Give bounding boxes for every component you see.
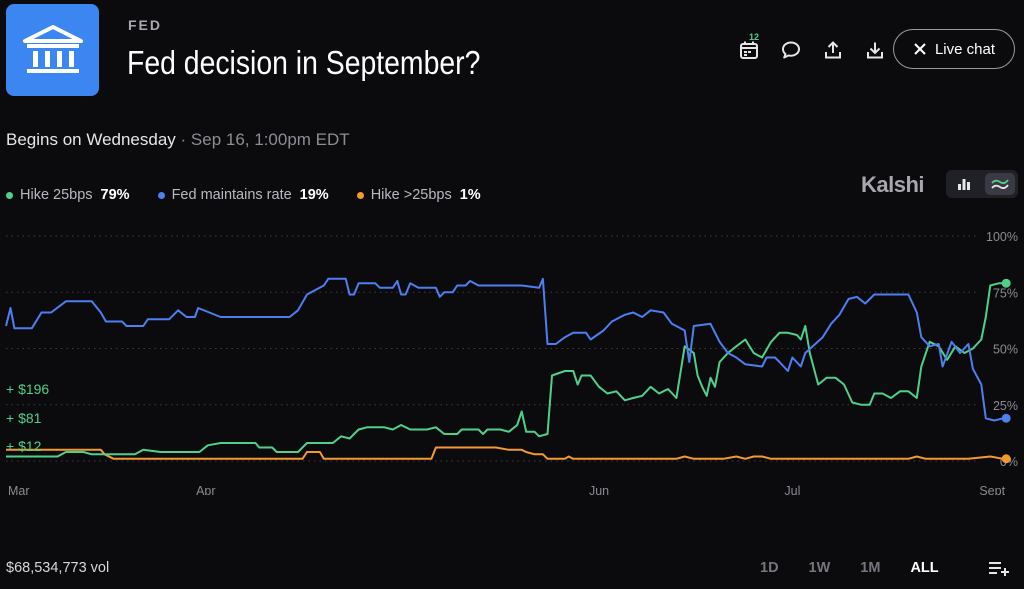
close-icon	[914, 43, 926, 55]
bar-chart-toggle[interactable]	[949, 173, 979, 195]
bar-chart-icon	[958, 179, 970, 190]
legend-dot	[6, 191, 13, 199]
chart-type-toggle	[946, 170, 1018, 198]
y-tick-label: 100%	[986, 230, 1018, 244]
legend-percent: 1%	[459, 187, 481, 203]
series-line	[6, 446, 1004, 460]
y-tick-label: 50%	[993, 343, 1018, 357]
payout-label: + $81	[6, 410, 42, 426]
market-category: FED	[128, 17, 162, 33]
legend-label: Fed maintains rate	[171, 187, 292, 203]
payout-label: + $12	[6, 438, 42, 454]
series-end-marker	[1001, 454, 1011, 464]
market-title: Fed decision in September?	[127, 44, 481, 81]
time-range-selector: 1D 1W 1M ALL	[760, 560, 969, 576]
list-plus-icon	[989, 562, 1009, 576]
range-1w[interactable]: 1W	[808, 560, 831, 576]
calendar-badge: 12	[749, 32, 760, 42]
y-tick-label: 75%	[993, 286, 1018, 300]
kalshi-wordmark: Kalshi	[861, 172, 925, 197]
list-settings-button[interactable]	[988, 560, 1010, 581]
y-axis-labels: 100%75%50%25%0%	[986, 230, 1018, 469]
calendar-button[interactable]: 12	[728, 32, 770, 68]
x-axis-labels: Mar Apr Jun Jul Sept	[8, 484, 1006, 495]
series-line	[6, 282, 1004, 458]
series-end-marker	[1001, 413, 1011, 423]
calendar-icon	[740, 41, 758, 59]
comment-button[interactable]	[770, 32, 812, 68]
x-tick-label: Jun	[589, 484, 609, 495]
x-tick-label: Apr	[196, 484, 215, 495]
legend-dot	[356, 191, 364, 199]
legend-item-hike-25bps[interactable]: Hike 25bps 79%	[6, 187, 130, 203]
download-button[interactable]	[854, 32, 896, 68]
x-tick-label: Mar	[8, 484, 30, 495]
wave-icon	[991, 179, 1009, 190]
legend-item-hike-over-25bps[interactable]: Hike >25bps 1%	[356, 187, 481, 203]
payout-labels: + $196 + $81 + $12	[6, 381, 49, 454]
begins-separator: ·	[175, 130, 191, 149]
begins-label: Begins on Wednesday	[6, 130, 176, 149]
download-icon	[867, 42, 883, 59]
x-tick-label: Jul	[784, 484, 800, 495]
range-1d[interactable]: 1D	[760, 560, 779, 576]
legend-label: Hike 25bps	[20, 187, 93, 203]
fed-logo	[6, 4, 99, 96]
line-chart-toggle[interactable]	[985, 173, 1015, 195]
range-1m[interactable]: 1M	[860, 560, 881, 576]
legend-item-fed-maintains[interactable]: Fed maintains rate 19%	[157, 187, 329, 203]
chart-grid	[6, 235, 978, 462]
legend-percent: 19%	[299, 187, 329, 203]
chart-series	[5, 277, 1011, 464]
live-chat-button[interactable]: Live chat	[893, 29, 1015, 69]
legend-dot	[157, 191, 165, 199]
begins-datetime: Sep 16, 1:00pm EDT	[190, 130, 350, 149]
series-end-marker	[1001, 278, 1011, 288]
legend-percent: 79%	[100, 187, 130, 203]
chart-legend: Hike 25bps 79% Fed maintains rate 19% Hi…	[6, 187, 509, 203]
range-all[interactable]: ALL	[910, 560, 939, 576]
trading-volume: $68,534,773 vol	[6, 560, 110, 576]
speech-bubble-icon	[782, 41, 800, 59]
header-actions: 12	[728, 32, 896, 68]
begins-info: Begins on Wednesday · Sep 16, 1:00pm EDT	[6, 130, 350, 150]
upload-icon	[825, 41, 841, 59]
x-tick-label: Sept	[979, 484, 1005, 495]
y-tick-label: 25%	[993, 399, 1018, 413]
payout-label: + $196	[6, 381, 49, 397]
series-line	[5, 277, 1004, 422]
live-chat-label: Live chat	[934, 40, 996, 58]
share-button[interactable]	[812, 32, 854, 68]
legend-label: Hike >25bps	[370, 187, 452, 203]
bank-building-icon	[22, 25, 83, 73]
